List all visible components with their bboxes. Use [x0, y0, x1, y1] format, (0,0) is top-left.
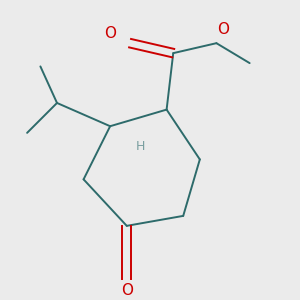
- Text: O: O: [121, 283, 133, 298]
- Text: O: O: [217, 22, 229, 38]
- Text: O: O: [104, 26, 116, 41]
- Text: H: H: [135, 140, 145, 153]
